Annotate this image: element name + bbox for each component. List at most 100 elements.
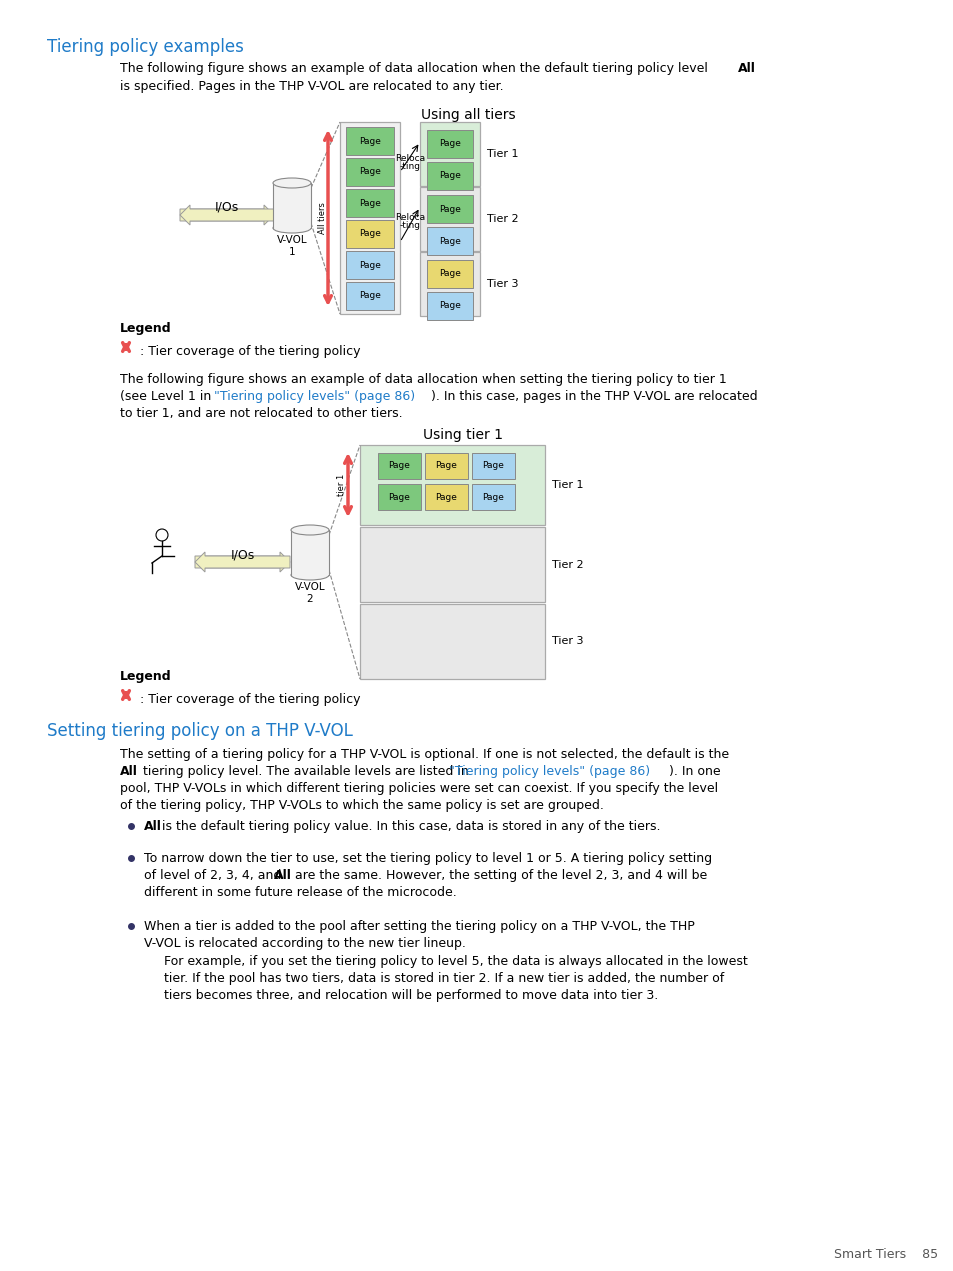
Bar: [427, 130, 473, 158]
Bar: [346, 250, 394, 280]
Ellipse shape: [291, 525, 329, 535]
Bar: [419, 122, 479, 186]
Text: different in some future release of the microcode.: different in some future release of the …: [144, 886, 456, 899]
Text: Page: Page: [358, 136, 380, 145]
Bar: [427, 261, 473, 289]
Text: Page: Page: [358, 291, 380, 300]
Text: Page: Page: [436, 492, 456, 502]
Bar: [427, 194, 473, 222]
Text: Tier 1: Tier 1: [552, 480, 583, 491]
Text: ). In this case, pages in the THP V-VOL are relocated: ). In this case, pages in the THP V-VOL …: [431, 390, 757, 403]
FancyArrow shape: [194, 552, 290, 572]
Text: Page: Page: [438, 269, 460, 278]
Bar: [427, 161, 473, 189]
Text: Using tier 1: Using tier 1: [422, 428, 502, 442]
Text: Page: Page: [482, 492, 504, 502]
Text: V-VOL
1: V-VOL 1: [276, 235, 307, 257]
Text: ). In one: ). In one: [668, 765, 720, 778]
Text: tiering policy level. The available levels are listed in: tiering policy level. The available leve…: [139, 765, 473, 778]
Circle shape: [156, 529, 168, 541]
Text: Page: Page: [438, 172, 460, 180]
Text: All: All: [274, 869, 292, 882]
Text: Legend: Legend: [120, 322, 172, 336]
Text: Page: Page: [482, 461, 504, 470]
Bar: [472, 452, 515, 479]
Bar: [273, 183, 311, 228]
FancyArrow shape: [180, 205, 274, 225]
Text: Page: Page: [436, 461, 456, 470]
Bar: [346, 189, 394, 217]
Bar: [419, 252, 479, 316]
Text: Tier 1: Tier 1: [486, 149, 518, 159]
Bar: [424, 452, 468, 479]
Ellipse shape: [273, 178, 311, 188]
Text: "Tiering policy levels" (page 86): "Tiering policy levels" (page 86): [213, 390, 415, 403]
Text: to tier 1, and are not relocated to other tiers.: to tier 1, and are not relocated to othe…: [120, 407, 402, 419]
Ellipse shape: [273, 222, 311, 233]
Text: The following figure shows an example of data allocation when setting the tierin: The following figure shows an example of…: [120, 372, 726, 386]
Text: Tiering policy examples: Tiering policy examples: [47, 38, 244, 56]
Text: Smart Tiers    85: Smart Tiers 85: [833, 1248, 937, 1261]
Text: tiers becomes three, and relocation will be performed to move data into tier 3.: tiers becomes three, and relocation will…: [164, 989, 658, 1002]
Text: All: All: [120, 765, 138, 778]
Text: The setting of a tiering policy for a THP V-VOL is optional. If one is not selec: The setting of a tiering policy for a TH…: [120, 749, 728, 761]
Bar: [346, 127, 394, 155]
Bar: [377, 452, 420, 479]
Text: Legend: Legend: [120, 670, 172, 683]
Bar: [346, 282, 394, 310]
Text: are the same. However, the setting of the level 2, 3, and 4 will be: are the same. However, the setting of th…: [291, 869, 706, 882]
Bar: [472, 484, 515, 510]
Text: When a tier is added to the pool after setting the tiering policy on a THP V-VOL: When a tier is added to the pool after s…: [144, 920, 694, 933]
Text: : Tier coverage of the tiering policy: : Tier coverage of the tiering policy: [140, 693, 360, 705]
Bar: [377, 484, 420, 510]
Text: Page: Page: [388, 461, 410, 470]
Text: "Tiering policy levels" (page 86): "Tiering policy levels" (page 86): [449, 765, 649, 778]
Text: Tier 2: Tier 2: [486, 214, 518, 224]
FancyArrow shape: [194, 552, 290, 572]
Text: of the tiering policy, THP V-VOLs to which the same policy is set are grouped.: of the tiering policy, THP V-VOLs to whi…: [120, 799, 603, 812]
Bar: [424, 484, 468, 510]
Text: Page: Page: [438, 236, 460, 245]
Text: V-VOL
2: V-VOL 2: [294, 582, 325, 604]
Bar: [291, 530, 329, 574]
Text: Page: Page: [438, 301, 460, 310]
Text: Reloca: Reloca: [395, 154, 425, 163]
Text: All: All: [144, 820, 162, 833]
Bar: [339, 122, 399, 314]
Text: is the default tiering policy value. In this case, data is stored in any of the : is the default tiering policy value. In …: [158, 820, 659, 833]
Text: I/Os: I/Os: [230, 548, 254, 561]
Text: Page: Page: [358, 230, 380, 239]
Bar: [359, 527, 544, 602]
Text: -ting: -ting: [399, 221, 420, 230]
Text: Tier 3: Tier 3: [552, 637, 583, 647]
Text: For example, if you set the tiering policy to level 5, the data is always alloca: For example, if you set the tiering poli…: [164, 955, 747, 969]
Bar: [419, 187, 479, 250]
Text: Tier 3: Tier 3: [486, 280, 518, 289]
Text: -ting: -ting: [399, 161, 420, 172]
Text: pool, THP V-VOLs in which different tiering policies were set can coexist. If yo: pool, THP V-VOLs in which different tier…: [120, 782, 718, 794]
Text: tier 1: tier 1: [337, 474, 346, 496]
Text: Page: Page: [388, 492, 410, 502]
FancyArrow shape: [180, 205, 274, 225]
Text: I/Os: I/Os: [214, 201, 239, 214]
Text: (see Level 1 in: (see Level 1 in: [120, 390, 215, 403]
Text: tier. If the pool has two tiers, data is stored in tier 2. If a new tier is adde: tier. If the pool has two tiers, data is…: [164, 972, 723, 985]
Text: of level of 2, 3, 4, and: of level of 2, 3, 4, and: [144, 869, 285, 882]
Bar: [346, 158, 394, 186]
Bar: [359, 604, 544, 679]
Text: To narrow down the tier to use, set the tiering policy to level 1 or 5. A tierin: To narrow down the tier to use, set the …: [144, 852, 711, 866]
Bar: [427, 292, 473, 320]
Text: Reloca: Reloca: [395, 214, 425, 222]
Text: Page: Page: [358, 198, 380, 207]
Text: All tiers: All tiers: [318, 202, 327, 234]
Text: Page: Page: [358, 261, 380, 269]
Text: Page: Page: [438, 140, 460, 149]
Text: Page: Page: [358, 168, 380, 177]
Bar: [346, 220, 394, 248]
Text: Tier 2: Tier 2: [552, 559, 583, 569]
Text: All: All: [738, 62, 755, 75]
Bar: [427, 228, 473, 255]
Text: The following figure shows an example of data allocation when the default tierin: The following figure shows an example of…: [120, 62, 711, 75]
Text: Page: Page: [438, 205, 460, 214]
Text: Using all tiers: Using all tiers: [420, 108, 515, 122]
